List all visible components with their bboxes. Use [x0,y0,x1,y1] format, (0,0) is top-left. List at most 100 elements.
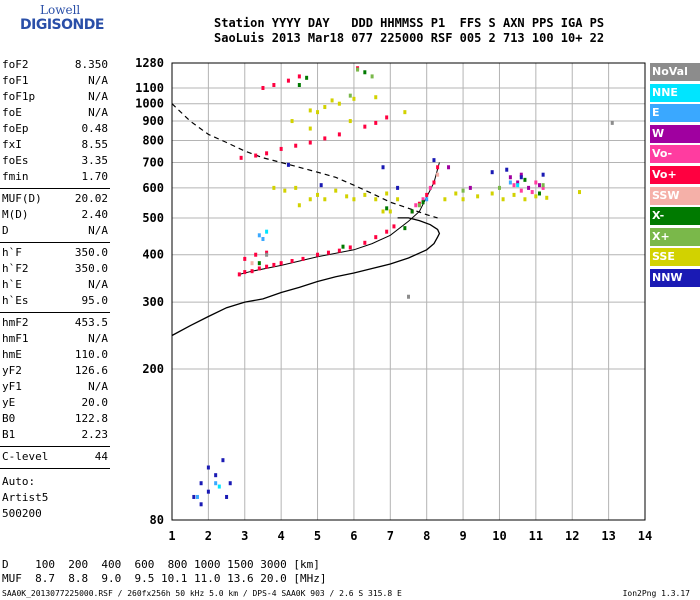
param-row: hmF1 N/A [0,332,110,348]
echo-point [214,481,218,486]
param-row: fxI 8.55 [0,138,110,154]
x-tick-label: 9 [459,529,466,543]
param-row: B1 2.23 [0,428,110,444]
echo-point [490,170,494,175]
echo-point [316,192,320,197]
legend-item: SSE [650,248,700,267]
echo-point [407,294,410,299]
echo-point [501,197,505,202]
param-name: hmF1 [2,332,29,345]
echo-point [436,172,440,177]
echo-point [454,191,458,196]
echo-point [286,162,290,167]
echo-point [323,136,327,141]
param-name: fmin [2,170,29,183]
echo-point [519,175,523,180]
echo-point [392,224,396,229]
echo-point [337,101,341,106]
echo-point [374,235,378,240]
echo-point [272,262,276,267]
muf-value-row: MUF 8.7 8.8 9.0 9.5 10.1 11.0 13.6 20.0 … [2,572,327,585]
echo-point [410,209,414,214]
echo-point [239,155,243,160]
echo-point [297,74,301,79]
echo-point [508,180,512,185]
legend-item: W [650,124,700,143]
param-name: foE [2,106,22,119]
legend-item: NNW [650,268,700,287]
param-value: 110.0 [74,348,108,361]
param-row: yE 20.0 [0,396,110,412]
echo-point [279,261,283,266]
param-name: C-level [2,450,49,463]
echo-point [534,194,538,199]
param-row: h`F 350.0 [0,246,110,262]
echo-point [414,203,418,208]
station-header: Station YYYY DAY DDD HHMMSS P1 FFS S AXN… [214,16,604,46]
param-row: foEs 3.35 [0,154,110,170]
echo-point [279,146,283,151]
param-value: 350.0 [74,246,108,259]
echo-point [316,252,320,257]
echo-point [214,473,218,478]
param-name: foF1 [2,74,29,87]
echo-point [527,185,531,190]
echo-point [516,180,520,185]
y-tick-label: 500 [142,211,164,225]
param-value: N/A [88,278,108,291]
echo-point [228,481,232,486]
logo-digisonde: DIGISONDE [20,17,104,33]
echo-point [341,244,345,249]
echo-point [388,209,392,214]
param-name: MUF(D) [2,192,42,205]
echo-point [421,200,425,205]
param-value: 2.40 [81,208,109,221]
y-tick-label: 1100 [135,81,164,95]
legend-item: X+ [650,227,700,246]
logo-lowell: Lowell [40,3,81,17]
echo-point [257,261,261,266]
header-values: SaoLuis 2013 Mar18 077 225000 RSF 005 2 … [214,31,605,45]
param-name: hmF2 [2,316,29,329]
echo-point [476,194,480,199]
echo-point [530,190,534,195]
echo-point [396,185,400,190]
echo-point [352,197,356,202]
param-value: 0.48 [81,122,109,135]
echo-point [237,272,241,277]
echo-point [363,240,367,245]
electron-density-profile [171,217,441,337]
y-tick-label: 600 [142,181,164,195]
echo-point [512,183,516,188]
x-tick-label: 8 [423,529,430,543]
y-tick-label: 1280 [135,56,164,70]
echo-point [272,185,276,190]
legend-item: Vo- [650,145,700,164]
echo-point [436,165,440,170]
echo-point [541,183,545,188]
echo-point [217,484,221,489]
parameter-panel: foF2 8.350 foF1 N/A foF1p N/A foE N/A foEp 0.48 fx… [0,58,110,472]
echo-point [283,188,287,193]
echo-point [308,126,312,131]
echo-point [461,188,465,193]
param-row: fmin 1.70 [0,170,110,186]
echo-point [308,197,312,202]
legend-item: X- [650,207,700,226]
echo-point [381,165,385,170]
param-name: foF2 [2,58,29,71]
x-tick-label: 10 [492,529,506,543]
param-value: N/A [88,90,108,103]
echo-point [337,248,341,253]
x-tick-label: 11 [529,529,543,543]
echo-point [363,124,367,129]
echo-point [265,250,269,255]
auto-program: Artist5 [2,491,49,504]
echo-point [505,167,509,172]
legend-item: NoVal [650,63,700,81]
param-value: 1.70 [81,170,109,183]
param-name: M(D) [2,208,29,221]
echo-point [265,252,269,257]
echo-point [326,250,330,255]
